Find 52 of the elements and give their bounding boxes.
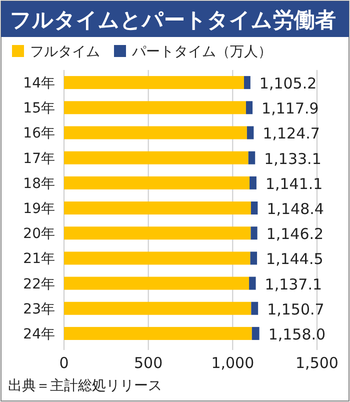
bar — [244, 76, 250, 90]
y-tick-label: 17年 — [23, 150, 55, 167]
bar — [64, 101, 246, 114]
x-tick-label: 0 — [59, 354, 69, 372]
x-tick-label: 500 — [134, 354, 163, 372]
total-label: 1,144.5 — [266, 250, 324, 268]
bar — [64, 126, 247, 140]
bar — [64, 76, 244, 90]
x-tick-label: 1,500 — [296, 354, 338, 372]
bar — [249, 276, 256, 290]
bar — [250, 252, 258, 265]
y-tick-label: 16年 — [23, 126, 55, 142]
y-tick-label: 15年 — [23, 100, 55, 117]
y-tick-label: 24年 — [23, 326, 55, 342]
bar — [246, 126, 254, 140]
bar — [64, 226, 251, 240]
legend-label: パートタイム（万人） — [131, 44, 272, 60]
bar — [64, 302, 252, 315]
bar — [64, 252, 250, 265]
bar — [248, 151, 256, 164]
bar — [64, 326, 252, 340]
total-label: 1,148.4 — [266, 200, 324, 218]
total-label: 1,137.1 — [264, 275, 322, 294]
y-tick-label: 21年 — [23, 251, 55, 268]
source-note: 出典＝主計総処リリース — [8, 378, 162, 394]
total-label: 1,150.7 — [267, 300, 324, 318]
bar — [64, 276, 250, 290]
total-label: 1,105.2 — [259, 74, 317, 93]
bar — [250, 176, 256, 190]
y-tick-label: 20年 — [23, 226, 55, 242]
y-tick-label: 14年 — [23, 76, 55, 92]
bar — [251, 302, 258, 315]
bar — [64, 176, 250, 190]
y-tick-label: 23年 — [23, 301, 55, 318]
total-label: 1,146.2 — [266, 225, 324, 244]
y-tick-label: 18年 — [23, 176, 55, 192]
total-label: 1,133.1 — [264, 150, 322, 168]
total-label: 1,124.7 — [262, 124, 320, 143]
y-tick-label: 22年 — [23, 276, 55, 292]
total-label: 1,117.9 — [262, 100, 319, 118]
bar — [64, 202, 251, 214]
bar — [252, 326, 260, 340]
total-label: 1,158.0 — [268, 325, 326, 344]
legend-label: フルタイム — [30, 44, 100, 60]
x-tick-label: 1,000 — [211, 354, 254, 372]
bar — [250, 226, 258, 240]
total-label: 1,141.1 — [265, 174, 323, 193]
y-tick-label: 19年 — [23, 201, 55, 217]
bar — [246, 101, 253, 114]
chart-title: フルタイムとパートタイム労働者 — [10, 8, 336, 32]
bar — [250, 202, 258, 214]
bar — [64, 151, 248, 164]
